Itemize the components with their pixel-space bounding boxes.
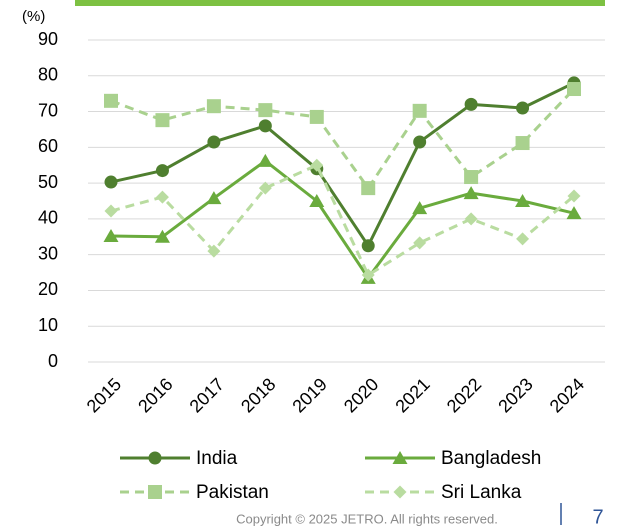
y-tick-label: 30 bbox=[38, 243, 58, 263]
marker bbox=[515, 136, 530, 151]
marker bbox=[155, 164, 169, 178]
marker bbox=[206, 99, 221, 114]
x-tick-label: 2016 bbox=[134, 374, 176, 416]
marker bbox=[464, 170, 479, 185]
series-line bbox=[110, 87, 576, 190]
legend-marker bbox=[393, 485, 407, 499]
marker bbox=[206, 191, 222, 205]
y-tick-label: 90 bbox=[38, 29, 58, 49]
marker bbox=[361, 268, 375, 282]
legend-label: Bangladesh bbox=[441, 448, 541, 469]
marker bbox=[361, 239, 375, 253]
x-tick-label: 2018 bbox=[237, 374, 279, 416]
marker bbox=[516, 101, 530, 115]
marker bbox=[258, 103, 273, 118]
marker bbox=[104, 204, 118, 218]
legend-label: Pakistan bbox=[196, 482, 269, 503]
marker bbox=[361, 181, 376, 196]
x-tick-label: 2023 bbox=[494, 374, 536, 416]
y-tick-label: 20 bbox=[38, 279, 58, 299]
marker bbox=[464, 212, 478, 226]
marker bbox=[154, 229, 170, 243]
marker bbox=[207, 135, 221, 149]
marker bbox=[258, 181, 272, 195]
x-tick-label: 2020 bbox=[340, 374, 382, 416]
marker bbox=[257, 153, 273, 167]
y-tick-label: 60 bbox=[38, 136, 58, 156]
y-tick-label: 50 bbox=[38, 172, 58, 192]
y-tick-label: 40 bbox=[38, 208, 58, 228]
marker bbox=[104, 175, 118, 189]
series-line bbox=[110, 163, 575, 277]
page-number: 7 bbox=[592, 506, 603, 528]
x-tick-label: 2017 bbox=[186, 374, 228, 416]
marker bbox=[413, 236, 427, 250]
legend-marker bbox=[148, 451, 162, 465]
marker bbox=[567, 82, 581, 97]
legend-label: India bbox=[196, 448, 238, 469]
marker bbox=[309, 109, 324, 124]
y-tick-label: 70 bbox=[38, 100, 58, 120]
legend-label: Sri Lanka bbox=[441, 482, 522, 503]
x-tick-label: 2021 bbox=[391, 374, 433, 416]
marker bbox=[413, 135, 427, 149]
marker bbox=[207, 244, 221, 258]
series-line bbox=[110, 81, 575, 248]
x-tick-label: 2019 bbox=[289, 374, 331, 416]
marker bbox=[310, 158, 324, 172]
marker bbox=[463, 186, 479, 200]
legend-marker bbox=[392, 451, 408, 464]
y-tick-label: 0 bbox=[48, 351, 58, 371]
x-tick-label: 2015 bbox=[83, 374, 125, 416]
marker bbox=[155, 190, 169, 204]
legend-marker bbox=[148, 485, 162, 499]
x-tick-label: 2022 bbox=[443, 374, 485, 416]
marker bbox=[258, 119, 272, 133]
marker bbox=[412, 201, 428, 215]
marker bbox=[464, 97, 478, 111]
header-bar bbox=[75, 0, 605, 6]
marker bbox=[104, 93, 118, 108]
marker bbox=[567, 189, 581, 203]
x-tick-label: 2024 bbox=[546, 374, 588, 416]
marker bbox=[412, 103, 427, 118]
marker bbox=[566, 206, 582, 220]
marker bbox=[516, 232, 530, 246]
marker bbox=[515, 194, 531, 207]
marker bbox=[103, 229, 119, 243]
y-unit-label: (%) bbox=[22, 8, 45, 25]
marker bbox=[309, 194, 325, 207]
y-tick-label: 10 bbox=[38, 315, 58, 335]
series-line bbox=[110, 159, 575, 280]
marker bbox=[155, 113, 170, 128]
y-tick-label: 80 bbox=[38, 65, 58, 85]
copyright: Copyright © 2025 JETRO. All rights reser… bbox=[236, 511, 498, 526]
